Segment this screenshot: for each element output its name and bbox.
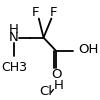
Text: CH3: CH3 <box>2 60 28 74</box>
Text: H: H <box>9 22 19 36</box>
Text: F: F <box>50 6 57 19</box>
Text: OH: OH <box>78 43 98 56</box>
Text: H: H <box>54 79 63 92</box>
Text: Cl: Cl <box>39 84 52 98</box>
Text: N: N <box>9 31 19 44</box>
Text: O: O <box>51 68 61 81</box>
Text: F: F <box>32 6 39 19</box>
